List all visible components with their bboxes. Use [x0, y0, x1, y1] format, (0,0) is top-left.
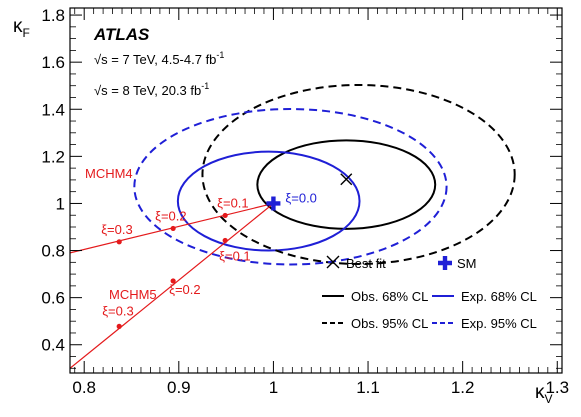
energy-line-8tev: √s = 8 TeV, 20.3 fb-1	[94, 81, 209, 98]
x-tick-label-2: 1	[269, 378, 278, 397]
sm-marker	[266, 196, 281, 211]
mchm4-xi-label-0: ξ=0.3	[101, 222, 132, 237]
legend-sm-marker	[438, 256, 452, 270]
mchm4-point-2	[222, 212, 228, 219]
legend-label-exp-68-cl: Exp. 68% CL	[461, 289, 537, 304]
mchm4-point-0	[116, 239, 122, 245]
y-tick-label-7: 1.8	[41, 6, 65, 25]
y-tick-label-1: 0.6	[41, 289, 65, 308]
experiment-label: ATLAS	[93, 25, 150, 44]
x-tick-label-3: 1.1	[356, 378, 380, 397]
mchm4-label: MCHM4	[85, 166, 133, 181]
legend-sm-label: SM	[457, 256, 477, 271]
contour-exp-68-cl	[176, 150, 361, 252]
sm-xi-label: ξ=0.0	[285, 190, 316, 205]
legend-best-fit-marker	[326, 255, 340, 269]
y-axis-title: κF	[13, 16, 30, 40]
mchm4-point-1	[170, 225, 176, 232]
mchm4-xi-label-2: ξ=0.1	[217, 195, 248, 210]
plot-frame	[69, 7, 563, 374]
mchm5-label: MCHM5	[109, 287, 157, 302]
mchm5-xi-label-1: ξ=0.2	[169, 282, 200, 297]
plot-clipped-group	[70, 84, 516, 369]
y-tick-label-3: 1	[56, 194, 65, 213]
x-tick-label-0: 0.8	[72, 378, 96, 397]
y-tick-label-4: 1.2	[41, 147, 65, 166]
y-tick-label-2: 0.8	[41, 242, 65, 261]
x-tick-label-1: 0.9	[167, 378, 191, 397]
y-tick-label-6: 1.6	[41, 53, 65, 72]
contour-obs-95-cl	[201, 84, 516, 265]
energy-line-7tev: √s = 7 TeV, 4.5-4.7 fb-1	[94, 50, 224, 67]
legend-label-exp-95-cl: Exp. 95% CL	[461, 316, 537, 331]
x-axis-title: κV	[535, 382, 553, 406]
mchm5-line	[70, 202, 274, 369]
mchm5-point-2	[222, 237, 228, 244]
y-tick-label-5: 1.4	[41, 100, 65, 119]
contour-exp-95-cl	[133, 108, 448, 266]
x-tick-label-5: 1.3	[545, 378, 569, 397]
contour-obs-68-cl	[256, 139, 437, 230]
mchm5-point-0	[116, 323, 122, 329]
plot-area: ξ=0.3 ξ=0.2 ξ=0.1 ξ=0.3 ξ=0.2 ξ=0.1 ξ=0.0	[70, 84, 516, 369]
mchm5-point-1	[170, 278, 176, 284]
best-fit-marker	[340, 173, 353, 186]
mchm5-xi-label-2: ξ=0.1	[219, 248, 250, 263]
legend-label-obs-95-cl: Obs. 95% CL	[351, 316, 428, 331]
axes: 0.8 0.9 1 1.1 1.2 1.3 0.4 0.6 0.8 1 1.2 1.4 1.6 1.8	[41, 6, 569, 397]
y-tick-label-0: 0.4	[41, 336, 65, 355]
legend-label-obs-68-cl: Obs. 68% CL	[351, 289, 428, 304]
legend-best-fit-label: Best fit	[346, 256, 386, 271]
legend: Best fit SM Obs. 68% CL Exp. 68% CL Obs. 95%…	[322, 255, 537, 331]
x-tick-label-4: 1.2	[451, 378, 475, 397]
mchm5-xi-label-0: ξ=0.3	[102, 303, 133, 318]
mchm4-xi-label-1: ξ=0.2	[155, 208, 186, 223]
